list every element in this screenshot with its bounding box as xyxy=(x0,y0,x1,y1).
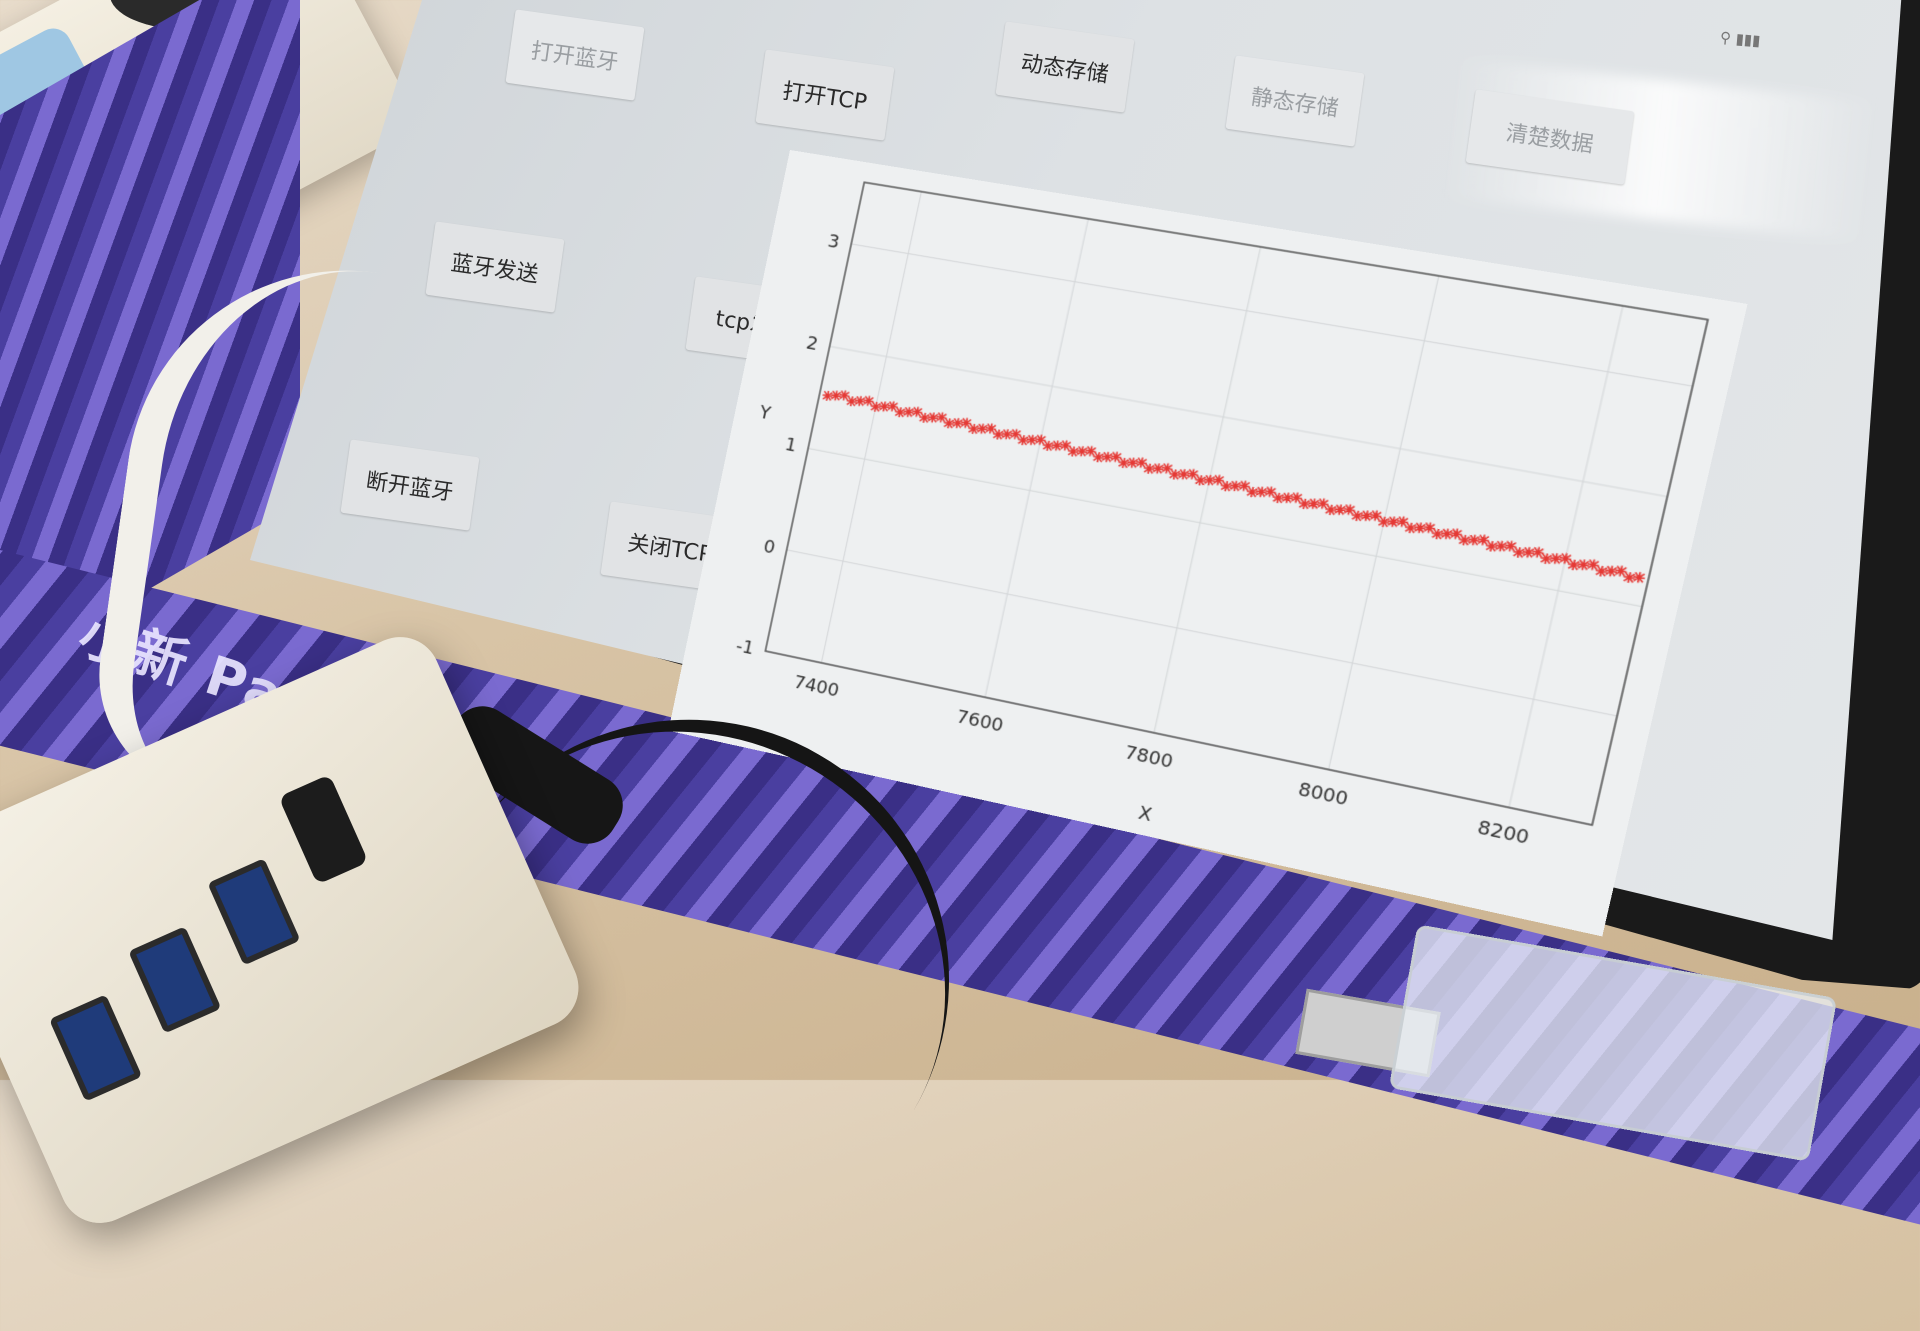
usb-port xyxy=(207,858,300,965)
status-bar: ⚲ ▮▮▮ xyxy=(1719,28,1761,49)
usb-port xyxy=(128,926,221,1033)
hub-power-switch xyxy=(278,774,368,884)
usb-port xyxy=(49,994,142,1101)
